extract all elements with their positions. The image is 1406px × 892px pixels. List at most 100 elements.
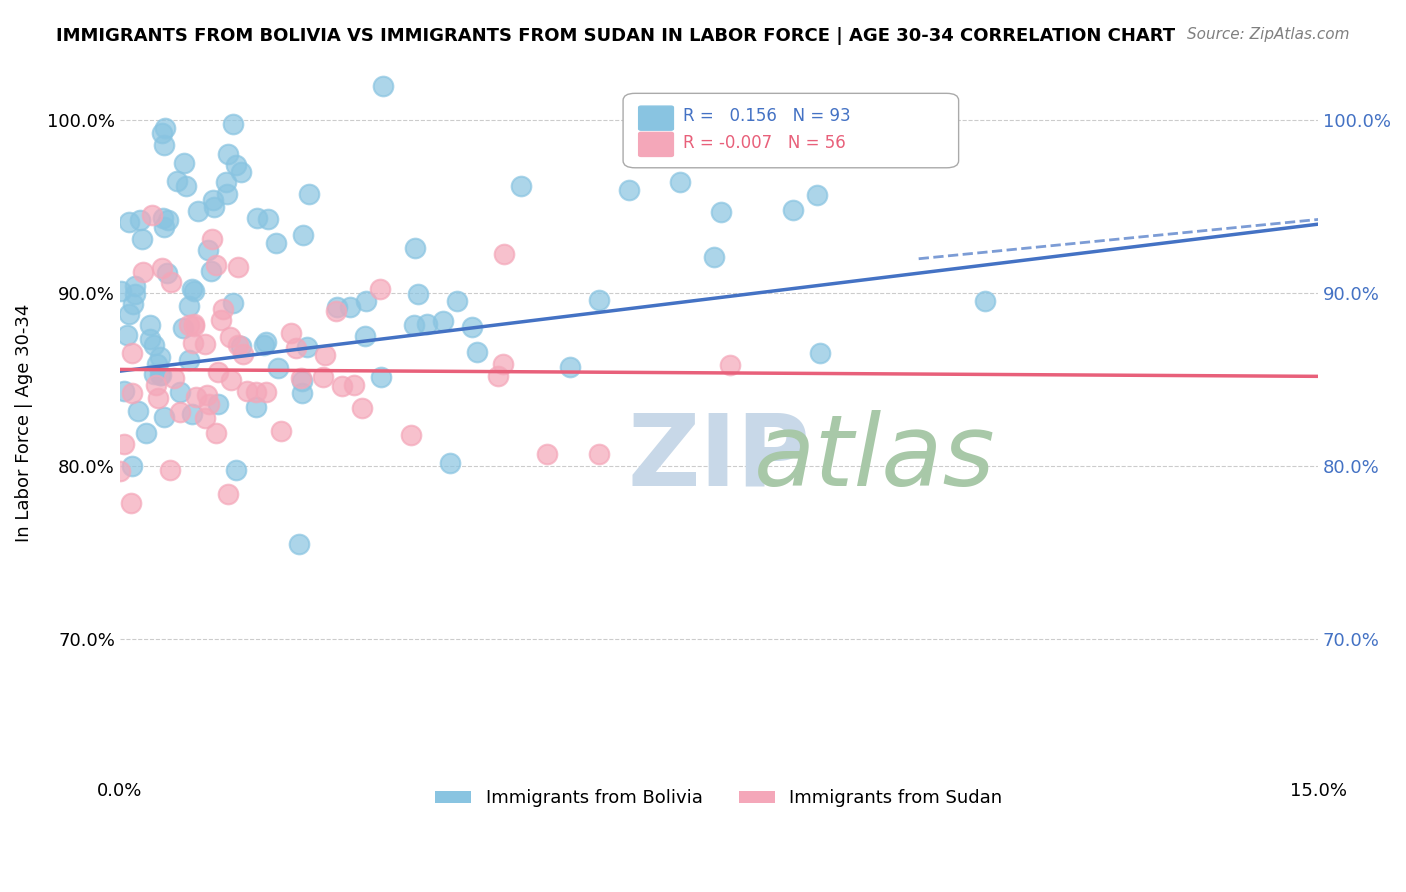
Immigrants from Bolivia: [710, 205, 733, 219]
Immigrants from Sudan: [217, 487, 239, 501]
Immigrants from Sudan: [141, 208, 163, 222]
Immigrants from Sudan: [232, 347, 254, 361]
Immigrants from Sudan: [245, 385, 267, 400]
Immigrants from Bolivia: [246, 211, 269, 225]
Immigrants from Bolivia: [222, 117, 245, 131]
Immigrants from Sudan: [588, 446, 610, 460]
Immigrants from Bolivia: [808, 346, 831, 360]
Immigrants from Bolivia: [416, 317, 439, 331]
Immigrants from Bolivia: [153, 120, 176, 135]
Immigrants from Bolivia: [127, 404, 149, 418]
Immigrants from Bolivia: [177, 299, 200, 313]
Immigrants from Sudan: [205, 425, 228, 440]
Immigrants from Sudan: [226, 338, 249, 352]
Immigrants from Bolivia: [325, 301, 347, 315]
Immigrants from Sudan: [112, 437, 135, 451]
Immigrants from Sudan: [194, 410, 217, 425]
Immigrants from Bolivia: [510, 178, 533, 193]
Immigrants from Sudan: [236, 384, 259, 398]
Immigrants from Bolivia: [254, 335, 277, 350]
Immigrants from Bolivia: [181, 407, 204, 421]
Text: R =   0.156   N = 93: R = 0.156 N = 93: [683, 107, 851, 125]
Immigrants from Bolivia: [146, 357, 169, 371]
Immigrants from Bolivia: [669, 175, 692, 189]
Immigrants from Bolivia: [169, 384, 191, 399]
Immigrants from Bolivia: [291, 374, 314, 388]
Immigrants from Sudan: [254, 385, 277, 400]
Immigrants from Bolivia: [231, 339, 253, 353]
Immigrants from Sudan: [325, 304, 347, 318]
Immigrants from Bolivia: [446, 293, 468, 308]
Immigrants from Bolivia: [200, 264, 222, 278]
Immigrants from Bolivia: [118, 307, 141, 321]
Immigrants from Bolivia: [152, 211, 174, 225]
Immigrants from Bolivia: [149, 368, 172, 382]
Y-axis label: In Labor Force | Age 30-34: In Labor Force | Age 30-34: [15, 304, 32, 542]
Immigrants from Bolivia: [110, 285, 132, 299]
Immigrants from Sudan: [179, 318, 201, 332]
Immigrants from Bolivia: [267, 360, 290, 375]
Immigrants from Bolivia: [298, 186, 321, 201]
Immigrants from Sudan: [197, 388, 219, 402]
Immigrants from Bolivia: [353, 329, 375, 343]
Immigrants from Bolivia: [406, 287, 429, 301]
Immigrants from Bolivia: [174, 179, 197, 194]
Immigrants from Bolivia: [135, 426, 157, 441]
Immigrants from Sudan: [399, 428, 422, 442]
Immigrants from Sudan: [368, 282, 391, 296]
Immigrants from Bolivia: [465, 344, 488, 359]
Immigrants from Bolivia: [225, 463, 247, 477]
Immigrants from Bolivia: [139, 332, 162, 346]
Immigrants from Bolivia: [432, 314, 454, 328]
Immigrants from Bolivia: [288, 537, 311, 551]
FancyBboxPatch shape: [623, 94, 959, 168]
Immigrants from Sudan: [145, 377, 167, 392]
Immigrants from Sudan: [219, 374, 242, 388]
Immigrants from Sudan: [212, 302, 235, 317]
Immigrants from Sudan: [343, 378, 366, 392]
Immigrants from Bolivia: [295, 340, 318, 354]
Immigrants from Bolivia: [177, 353, 200, 368]
Immigrants from Sudan: [285, 342, 308, 356]
Immigrants from Bolivia: [404, 241, 426, 255]
Immigrants from Bolivia: [974, 294, 997, 309]
Immigrants from Bolivia: [156, 213, 179, 227]
Immigrants from Bolivia: [131, 231, 153, 245]
FancyBboxPatch shape: [638, 106, 673, 130]
Immigrants from Sudan: [280, 326, 302, 341]
Immigrants from Bolivia: [152, 138, 174, 153]
Immigrants from Sudan: [169, 405, 191, 419]
Immigrants from Bolivia: [806, 188, 828, 202]
Immigrants from Bolivia: [222, 296, 245, 310]
Immigrants from Sudan: [159, 463, 181, 477]
Immigrants from Bolivia: [257, 212, 280, 227]
Immigrants from Sudan: [186, 390, 208, 404]
Immigrants from Bolivia: [202, 193, 225, 207]
Immigrants from Sudan: [121, 385, 143, 400]
Immigrants from Bolivia: [118, 215, 141, 229]
Immigrants from Sudan: [197, 397, 219, 411]
Text: R = -0.007   N = 56: R = -0.007 N = 56: [683, 134, 846, 152]
Immigrants from Bolivia: [181, 282, 204, 296]
Immigrants from Bolivia: [371, 78, 394, 93]
Immigrants from Bolivia: [197, 243, 219, 257]
Immigrants from Sudan: [330, 379, 353, 393]
Immigrants from Sudan: [131, 265, 153, 279]
Immigrants from Bolivia: [122, 297, 145, 311]
Immigrants from Bolivia: [617, 183, 640, 197]
Immigrants from Bolivia: [215, 175, 238, 189]
Immigrants from Sudan: [181, 335, 204, 350]
Text: Source: ZipAtlas.com: Source: ZipAtlas.com: [1187, 27, 1350, 42]
Immigrants from Sudan: [201, 232, 224, 246]
Immigrants from Sudan: [120, 496, 142, 510]
Immigrants from Bolivia: [173, 156, 195, 170]
Immigrants from Sudan: [121, 345, 143, 359]
Immigrants from Bolivia: [461, 319, 484, 334]
Immigrants from Sudan: [350, 401, 373, 415]
Immigrants from Bolivia: [207, 397, 229, 411]
Immigrants from Sudan: [536, 447, 558, 461]
Immigrants from Bolivia: [156, 266, 179, 280]
Immigrants from Bolivia: [202, 201, 225, 215]
Immigrants from Bolivia: [703, 250, 725, 264]
Immigrants from Sudan: [486, 368, 509, 383]
